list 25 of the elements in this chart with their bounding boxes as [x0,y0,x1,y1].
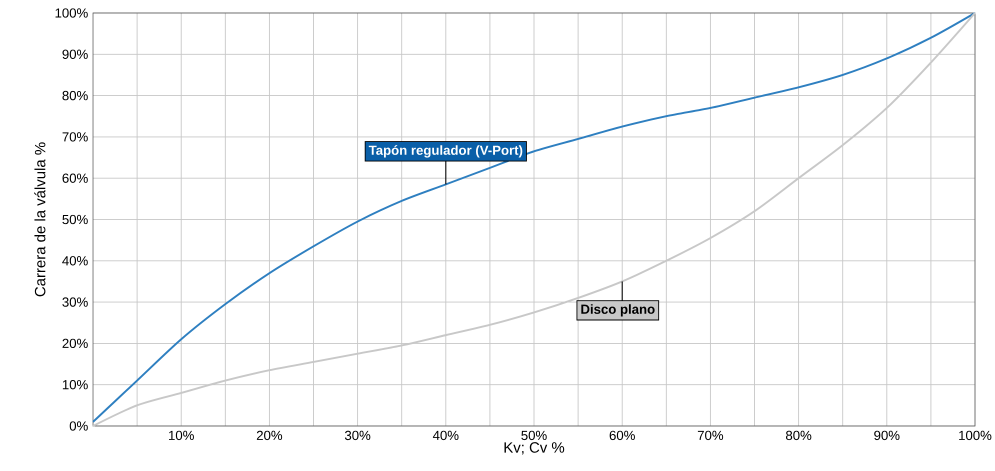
x-tick-label: 40% [432,430,459,440]
y-tick-label: 0% [70,421,88,431]
x-tick-label: 30% [344,430,370,440]
y-tick-label: 40% [62,256,88,266]
y-tick-label: 80% [62,90,88,100]
y-tick-label: 60% [62,174,88,183]
x-axis-title: Kv; Cv % [504,442,564,454]
y-tick-label: 20% [62,338,88,348]
y-tick-label: 70% [62,132,88,142]
x-tick-label: 20% [256,430,282,440]
y-tick-label: 50% [62,214,88,224]
x-tick-label: 90% [874,430,900,440]
y-tick-label: 100% [56,8,88,18]
x-tick-label: 80% [786,430,812,440]
series-label: Tapón regulador (V-Port) [368,145,522,158]
x-tick-label: 50% [521,430,547,440]
series-label: Disco plano [581,304,655,316]
y-tick-label: 30% [62,297,88,307]
x-tick-label: 60% [610,430,635,440]
x-tick-label: 100% [959,430,992,440]
x-tick-label: 70% [698,430,724,440]
y-tick-label: 90% [62,50,88,59]
y-axis-title: Carrera de la válvula % [34,142,46,296]
x-tick-label: 10% [169,430,194,440]
y-tick-label: 10% [62,380,88,390]
